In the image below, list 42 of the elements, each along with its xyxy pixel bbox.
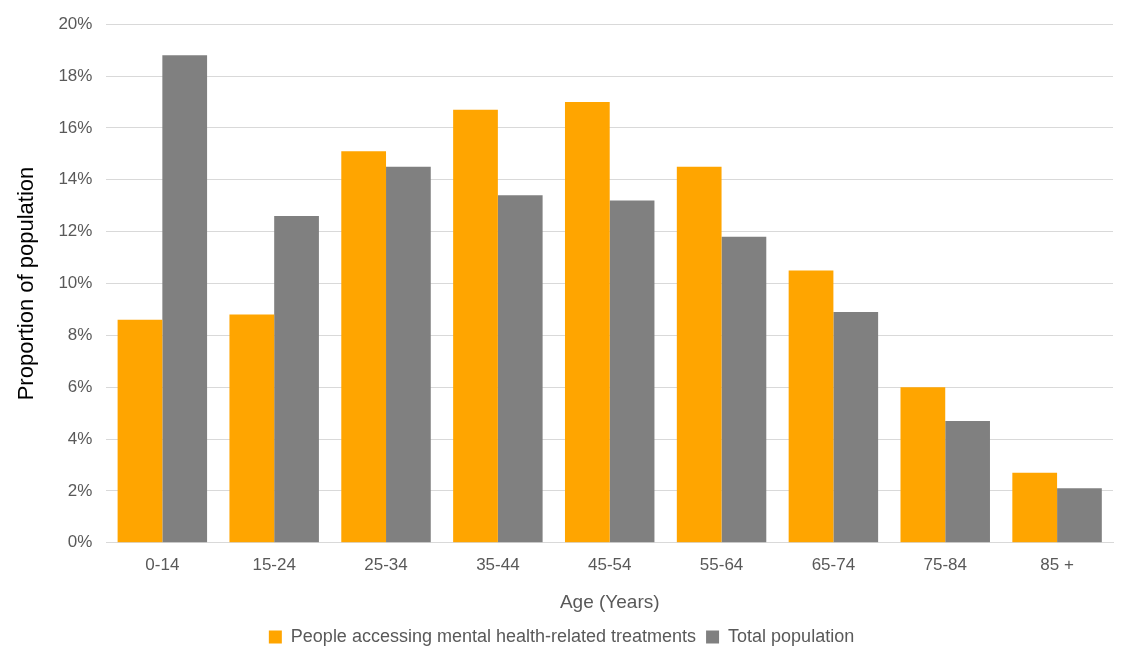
bar bbox=[229, 314, 275, 543]
y-tick-label: 12% bbox=[58, 221, 93, 241]
bar bbox=[833, 312, 879, 543]
bar bbox=[117, 319, 163, 543]
bar bbox=[162, 55, 208, 543]
y-tick-label: 16% bbox=[58, 117, 93, 137]
x-tick-label: 0-14 bbox=[145, 554, 180, 574]
bar bbox=[1012, 472, 1058, 543]
x-axis-title: Age (Years) bbox=[559, 590, 660, 612]
bar bbox=[564, 101, 610, 543]
bar bbox=[609, 200, 655, 543]
y-tick-label: 14% bbox=[58, 169, 93, 189]
x-tick-label: 65-74 bbox=[811, 554, 856, 574]
y-axis-title: Proportion of population bbox=[13, 166, 39, 401]
bar bbox=[788, 270, 834, 543]
x-tick-label: 25-34 bbox=[364, 554, 408, 574]
x-tick-label: 75-84 bbox=[923, 554, 967, 574]
x-tick-label: 85 + bbox=[1040, 554, 1074, 574]
bar bbox=[900, 387, 946, 543]
bar bbox=[386, 166, 431, 543]
y-tick-label: 20% bbox=[58, 13, 93, 33]
legend-label: People accessing mental health-related treatments bbox=[290, 625, 697, 646]
x-tick-label: 15-24 bbox=[252, 554, 296, 574]
legend-label: Total population bbox=[728, 625, 855, 646]
bar bbox=[721, 236, 767, 543]
y-tick-label: 10% bbox=[58, 273, 93, 293]
x-tick-label: 35-44 bbox=[476, 554, 520, 574]
y-tick-label: 4% bbox=[67, 428, 93, 448]
bar bbox=[341, 151, 387, 543]
y-tick-label: 0% bbox=[67, 532, 93, 552]
bar bbox=[676, 166, 722, 543]
bar bbox=[453, 109, 498, 543]
y-tick-label: 8% bbox=[67, 325, 93, 345]
bar bbox=[274, 216, 319, 543]
bar bbox=[497, 195, 543, 543]
bar bbox=[945, 420, 990, 543]
y-tick-label: 18% bbox=[58, 65, 93, 85]
x-tick-label: 45-54 bbox=[587, 554, 632, 574]
bar bbox=[1057, 488, 1102, 543]
y-tick-label: 2% bbox=[67, 480, 93, 500]
x-tick-label: 55-64 bbox=[699, 554, 744, 574]
y-tick-label: 6% bbox=[67, 376, 93, 396]
